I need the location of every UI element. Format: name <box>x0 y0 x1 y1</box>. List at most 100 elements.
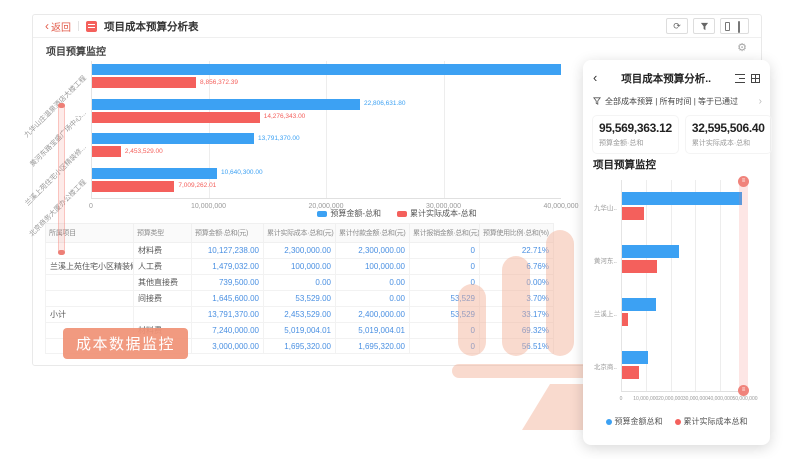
column-header: 累计实际成本·总和(元) <box>263 223 336 243</box>
table-view-icon[interactable] <box>751 73 760 83</box>
bar-value-label: 13,791,370.00 <box>258 134 300 142</box>
mobile-back-icon[interactable]: ‹ <box>593 70 598 85</box>
stat-actual-cost-total: 32,595,506.40 累计实际成本·总和 <box>686 116 771 153</box>
category-label: 黄河东.. <box>593 258 617 265</box>
value-cell[interactable]: 13,791,370.00 <box>191 306 264 323</box>
budget-type-cell: 人工费 <box>133 258 192 275</box>
bar-value-label: 8,856,372.39 <box>200 78 238 86</box>
value-cell[interactable]: 0.00 <box>335 290 410 307</box>
legend-item[interactable]: 累计实际成本总和 <box>674 416 748 427</box>
value-cell[interactable]: 6.76% <box>479 258 554 275</box>
bar-actual-cost <box>92 77 197 88</box>
value-cell[interactable]: 0.00% <box>479 274 554 291</box>
datazoom-slider-vertical[interactable] <box>58 103 65 255</box>
mobile-filter-bar[interactable]: 全部成本预算 | 所有时间 | 等于已通过 › <box>593 94 762 108</box>
legend-item[interactable]: 累计实际成本-总和 <box>397 208 477 219</box>
value-cell[interactable]: 53,529 <box>409 306 480 323</box>
value-cell[interactable]: 1,695,320.00 <box>335 338 410 354</box>
gridline <box>208 61 210 198</box>
value-cell[interactable]: 3.70% <box>479 290 554 307</box>
value-cell[interactable]: 3,000,000.00 <box>191 338 264 354</box>
value-cell[interactable]: 0.00 <box>335 274 410 291</box>
widget-title: 项目预算监控 <box>46 47 106 58</box>
value-cell[interactable]: 100,000.00 <box>335 258 410 275</box>
list-view-icon[interactable] <box>735 73 745 83</box>
bar-actual-cost <box>622 313 629 326</box>
bar-actual-cost <box>622 260 658 273</box>
table-row: 3,000,000.00 1,695,320.00 1,695,320.00 0 56.… <box>45 338 554 354</box>
value-cell[interactable]: 0 <box>409 242 480 259</box>
pivot-table: 所属项目 预算类型 预算金额·总和(元) 累计实际成本·总和(元) 累计付款金额·总和(… <box>45 223 554 354</box>
mobile-datazoom-slider[interactable]: ≡ ≡ <box>738 176 749 396</box>
column-header: 所属项目 <box>45 223 134 243</box>
value-cell[interactable]: 0 <box>409 274 480 291</box>
value-cell[interactable]: 1,479,032.00 <box>191 258 264 275</box>
toolbar-buttons: ⟳ <box>666 18 749 34</box>
divider <box>78 21 79 31</box>
mobile-title: 项目成本预算分析.. <box>621 72 712 85</box>
slider-handle-top[interactable] <box>58 103 65 108</box>
gridline <box>443 61 445 198</box>
bar-value-label: 14,276,343.00 <box>263 113 306 120</box>
value-cell[interactable]: 0 <box>409 258 480 275</box>
filter-button[interactable] <box>693 18 715 34</box>
value-cell[interactable]: 2,300,000.00 <box>335 242 410 259</box>
back-icon: ‹ <box>45 19 49 33</box>
value-cell[interactable]: 2,300,000.00 <box>263 242 336 259</box>
value-cell[interactable]: 100,000.00 <box>263 258 336 275</box>
slider-handle-top[interactable]: ≡ <box>738 176 749 187</box>
bar-value-label: 10,640,300.00 <box>221 169 263 176</box>
value-cell[interactable]: 33.17% <box>479 306 554 323</box>
project-cell: 小计 <box>45 306 134 323</box>
gear-icon[interactable]: ⚙ <box>737 42 747 54</box>
bar-value-label: 7,009,262.01 <box>178 182 217 189</box>
value-cell[interactable]: 22.71% <box>479 242 554 259</box>
column-header: 预算金额·总和(元) <box>191 223 264 243</box>
value-cell[interactable]: 5,019,004.01 <box>335 322 410 339</box>
mobile-preview-panel: ‹ 项目成本预算分析.. 全部成本预算 | 所有时间 | 等于已通过 › 95,… <box>583 60 770 445</box>
gridline <box>645 180 647 391</box>
window-title: 项目成本预算分析表 <box>104 20 199 33</box>
project-cell <box>45 290 134 307</box>
stat-label: 累计实际成本·总和 <box>691 140 751 147</box>
value-cell[interactable]: 1,695,320.00 <box>263 338 336 354</box>
value-cell[interactable]: 7,240,000.00 <box>191 322 264 339</box>
phone-icon <box>725 21 730 31</box>
value-cell[interactable]: 5,019,004.01 <box>263 322 336 339</box>
bar-budget <box>622 351 649 364</box>
refresh-button[interactable]: ⟳ <box>666 18 688 34</box>
mobile-chart-legend: 预算金额总和 累计实际成本总和 <box>583 416 770 427</box>
value-cell[interactable]: 1,645,600.00 <box>191 290 264 307</box>
budget-monitor-chart: 预算金额-总和 累计实际成本-总和 8,856,372.39 22,806,631.… <box>23 57 761 255</box>
value-cell[interactable]: 53,529.00 <box>263 290 336 307</box>
bar-actual-cost <box>92 146 121 157</box>
value-cell[interactable]: 53,529 <box>409 290 480 307</box>
x-tick-label: 30,000,000 <box>425 203 462 210</box>
value-cell[interactable]: 69.32% <box>479 322 554 339</box>
gridline <box>326 61 327 198</box>
legend-swatch <box>397 210 407 217</box>
value-cell[interactable]: 2,400,000.00 <box>335 306 410 323</box>
value-cell[interactable]: 0.00 <box>263 274 336 291</box>
x-tick-label: 30,000,000 <box>682 396 708 402</box>
x-tick-label: 50,000,000 <box>732 396 758 402</box>
value-cell[interactable]: 56.51% <box>479 338 554 354</box>
value-cell[interactable]: 10,127,238.00 <box>191 242 264 259</box>
legend-item[interactable]: 预算金额总和 <box>605 416 663 427</box>
stat-value: 95,569,363.12 <box>599 121 672 135</box>
window-topbar: ‹ 返回 项目成本预算分析表 ⟳ <box>33 15 761 38</box>
filter-funnel-icon <box>593 97 601 105</box>
device-preview-button[interactable] <box>720 18 749 34</box>
slider-handle-bottom[interactable] <box>58 250 65 255</box>
value-cell[interactable]: 0 <box>409 322 480 339</box>
value-cell[interactable]: 2,453,529.00 <box>263 306 336 323</box>
legend-item[interactable]: 预算金额-总和 <box>317 208 381 219</box>
refresh-icon: ⟳ <box>673 20 681 31</box>
budget-type-cell: 材料费 <box>133 242 192 259</box>
x-tick-label: 0 <box>619 396 623 402</box>
value-cell[interactable]: 739,500.00 <box>191 274 264 291</box>
back-button[interactable]: ‹ 返回 <box>45 19 71 34</box>
bar-budget <box>92 167 218 179</box>
slider-handle-bottom[interactable]: ≡ <box>738 385 749 396</box>
value-cell[interactable]: 0 <box>409 338 480 354</box>
